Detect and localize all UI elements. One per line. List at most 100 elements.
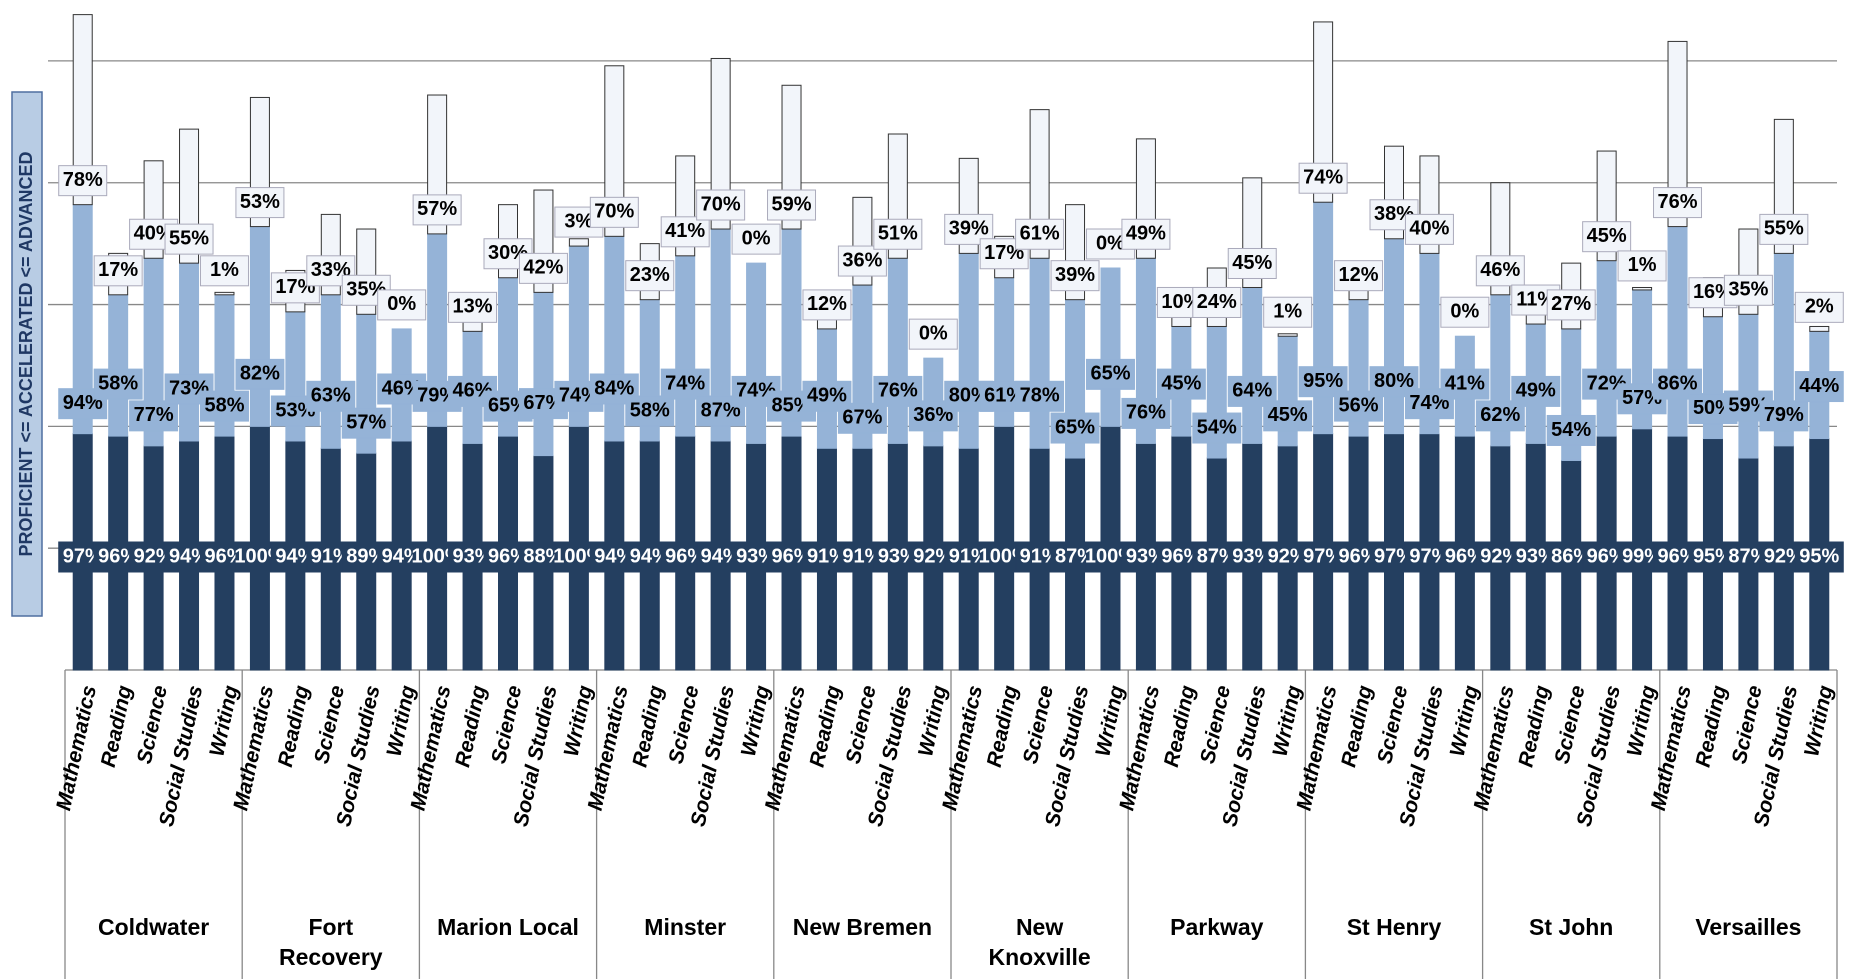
x-tick-label: Science: [665, 683, 704, 766]
data-label: 96%: [1587, 545, 1627, 567]
data-label: 74%: [559, 385, 599, 407]
group-label: Fort Recovery: [279, 914, 383, 970]
data-label: 49%: [1516, 380, 1556, 402]
x-tick-label: Science: [1728, 683, 1767, 766]
label-box: [1334, 260, 1384, 292]
label-box: [1050, 260, 1100, 292]
data-label: 16%: [1693, 281, 1733, 303]
data-label: 97%: [63, 545, 103, 567]
data-label: 51%: [878, 223, 918, 245]
bar-segment: [1242, 286, 1263, 444]
data-label: 88%: [523, 545, 563, 567]
label-box: [1475, 255, 1525, 287]
group-label: Minster: [644, 914, 727, 940]
data-label: 91%: [1020, 545, 1060, 567]
label-box: [731, 223, 781, 255]
label-box: [1050, 412, 1100, 444]
data-label: 67%: [842, 407, 882, 429]
data-label: 54%: [1551, 419, 1591, 441]
x-tick-label: Science: [1019, 683, 1058, 766]
data-label: 58%: [98, 372, 138, 394]
data-label: 94%: [275, 545, 315, 567]
x-tick-label: Writing: [205, 683, 242, 758]
bar-segment: [1029, 257, 1050, 449]
label-box: [1085, 358, 1135, 390]
label-box: [1192, 412, 1242, 444]
bar-segment: [1313, 201, 1334, 435]
label-box: [625, 260, 675, 292]
data-label: 65%: [1055, 416, 1095, 438]
bar-segment: [710, 57, 731, 230]
label-box: [1121, 218, 1171, 250]
data-label: 96%: [1445, 545, 1485, 567]
data-label: 91%: [842, 545, 882, 567]
data-label: 49%: [1126, 223, 1166, 245]
data-label: 80%: [949, 385, 989, 407]
bar-segment: [249, 226, 270, 427]
data-label: 53%: [240, 191, 280, 213]
data-label: 72%: [1587, 372, 1627, 394]
data-label: 96%: [1339, 545, 1379, 567]
bar-segment: [1632, 286, 1653, 291]
data-label: 97%: [1409, 545, 1449, 567]
data-label: 76%: [878, 380, 918, 402]
data-label: 41%: [665, 220, 705, 242]
data-label: 35%: [346, 279, 386, 301]
x-tick-label: Reading: [1514, 683, 1554, 769]
data-label: 67%: [523, 392, 563, 414]
x-tick-label: Reading: [1337, 683, 1377, 769]
x-tick-label: Science: [1373, 683, 1412, 766]
x-tick-label: Mathematics: [52, 683, 101, 812]
data-label: 97%: [1374, 545, 1414, 567]
label-box: [235, 358, 285, 390]
x-tick-label: Science: [487, 683, 526, 766]
data-label: 80%: [1374, 370, 1414, 392]
data-label: 93%: [736, 545, 776, 567]
label-box: [1794, 291, 1844, 323]
bar-segment: [1277, 333, 1298, 337]
data-label: 27%: [1551, 293, 1591, 315]
data-label: 44%: [1799, 375, 1839, 397]
x-tick-label: Reading: [274, 683, 314, 769]
bar-segment: [214, 291, 235, 296]
label-box: [1156, 368, 1206, 400]
data-label: 95%: [1693, 545, 1733, 567]
data-label: 87%: [1728, 545, 1768, 567]
data-label: 58%: [204, 394, 244, 416]
label-box: [1227, 247, 1277, 279]
bar-segment: [1596, 260, 1617, 437]
group-label: Versailles: [1695, 914, 1802, 940]
data-label: 23%: [630, 264, 670, 286]
label-box: [448, 291, 498, 323]
bar-segment: [1809, 325, 1830, 332]
group-label: Marion Local: [437, 914, 579, 940]
x-tick-label: Science: [1551, 683, 1590, 766]
x-tick-label: Writing: [1623, 683, 1660, 758]
data-label: 87%: [1055, 545, 1095, 567]
data-label: 96%: [665, 545, 705, 567]
x-tick-label: Writing: [383, 683, 420, 758]
data-label: 91%: [311, 545, 351, 567]
label-box: [199, 255, 249, 287]
label-box: [164, 223, 214, 255]
label-box: [660, 216, 710, 248]
label-box: [837, 402, 887, 434]
data-label: 49%: [807, 385, 847, 407]
label-box: [129, 400, 179, 432]
data-label: 41%: [1445, 372, 1485, 394]
label-box: [1794, 541, 1844, 573]
x-tick-label: Writing: [560, 683, 597, 758]
bar-segment: [179, 262, 200, 442]
data-label: 73%: [169, 377, 209, 399]
data-label: 1%: [210, 259, 239, 281]
data-label: 93%: [1516, 545, 1556, 567]
data-label: 74%: [665, 372, 705, 394]
label-box: [1263, 296, 1313, 328]
x-tick-label: Reading: [806, 683, 846, 769]
data-label: 94%: [63, 392, 103, 414]
data-label: 11%: [1516, 288, 1555, 310]
bar-segment: [1100, 267, 1121, 427]
label-box: [1121, 397, 1171, 429]
